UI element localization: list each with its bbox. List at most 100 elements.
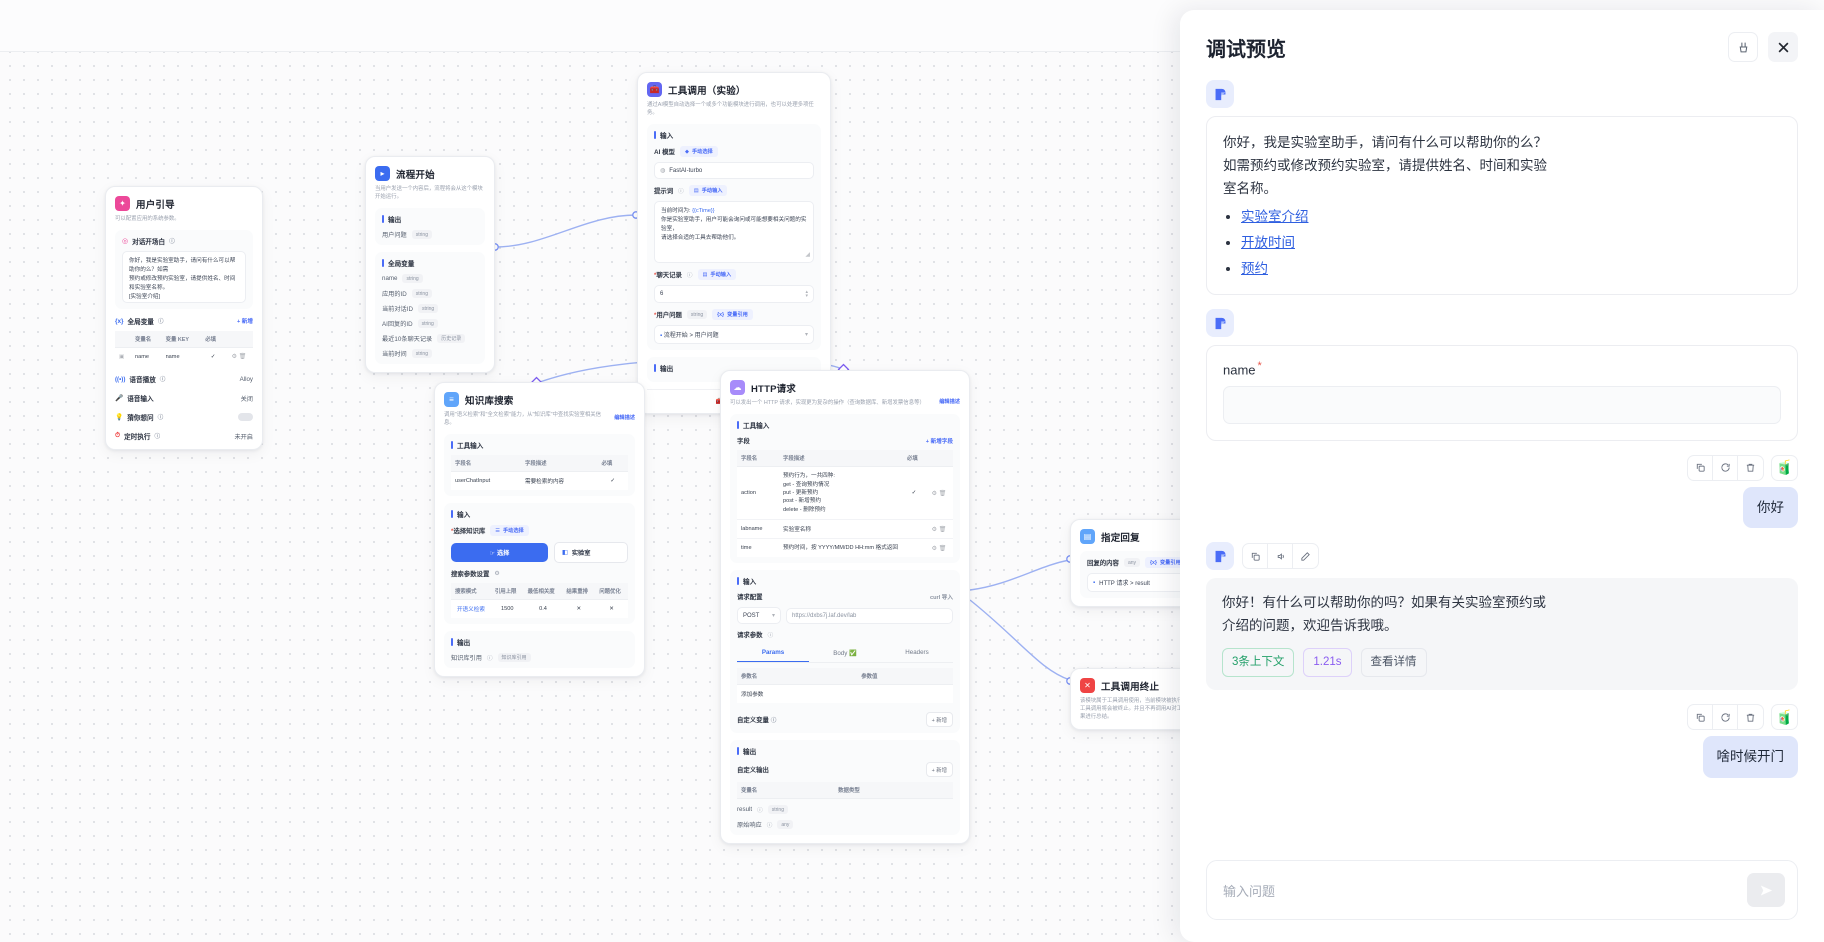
help-icon[interactable]: ⓘ <box>770 718 777 725</box>
refresh-icon[interactable] <box>1713 705 1738 730</box>
node-user-guide[interactable]: ✦ 用户引导 可以配置应用的系统参数。 ◎ 对话开场白 ⓘ 你好，我是实验室助手… <box>105 186 263 451</box>
help-icon[interactable]: ⓘ <box>157 319 164 326</box>
delete-icon[interactable] <box>1738 456 1763 480</box>
custom-var-label: 自定义变量 ⓘ <box>737 717 777 725</box>
help-icon[interactable]: ⓘ <box>159 377 166 384</box>
quick-link[interactable]: 实验室介绍 <box>1241 208 1309 224</box>
row-actions[interactable]: ⚙ 🗑 <box>925 466 953 521</box>
edit-description-button[interactable]: 编辑描述 <box>939 398 960 405</box>
scheduled-row[interactable]: ⏱ 定时执行 ⓘ 未开启 <box>115 432 253 442</box>
refresh-icon[interactable] <box>1713 455 1738 480</box>
reply-value-select[interactable]: ▪ HTTP 请求 > result <box>1087 573 1188 592</box>
table-header-row: 字段名 字段描述 必填 <box>737 450 953 468</box>
guess-row[interactable]: 💡 猜你想问 ⓘ <box>115 412 253 422</box>
settings-icon[interactable]: ⚙ <box>494 571 500 578</box>
tab-headers[interactable]: Headers <box>905 649 929 657</box>
question-select[interactable]: ▪ 流程开始 > 用户问题 ▾ <box>654 325 814 345</box>
voice-row[interactable]: ((•)) 语音播放 ⓘ Alloy <box>115 375 253 385</box>
quick-link[interactable]: 预约 <box>1241 261 1268 277</box>
http-url-input[interactable]: https://dxbs7j.laf.dev/lab <box>786 607 953 624</box>
table-row[interactable]: 添加参数 <box>737 684 953 704</box>
drag-handle-icon[interactable]: ▣ <box>115 347 131 366</box>
tab-params[interactable]: Params <box>737 644 809 663</box>
add-field-button[interactable]: + 新增字段 <box>925 438 953 445</box>
close-panel-button[interactable] <box>1768 32 1798 62</box>
node-tool-call[interactable]: 🧰 工具调用（实验） 通过AI模型自动选择一个或多个功能模块进行调用，也可以处理… <box>637 72 831 415</box>
table-row[interactable]: action 预约行为，一共四种: get - 查询预约情况 put - 更新预… <box>737 466 953 521</box>
prompt-mode-chip[interactable]: ▤ 手动输入 <box>688 185 728 197</box>
history-input[interactable]: 6 ▴ ▾ <box>654 285 814 304</box>
name-field[interactable] <box>1223 385 1781 424</box>
fields-label: 字段 <box>737 438 750 446</box>
node-kb-search[interactable]: ≡ 知识库搜索 调用"语义检索"和"全文检索"能力，从"知识库"中查找实验室相关… <box>434 382 645 678</box>
table-row[interactable]: labname 实验室名称 ⚙ 🗑 <box>737 519 953 540</box>
table-row[interactable]: time 预约时间，按 YYYY/MM/DD HH:mm 格式返回 ⚙ 🗑 <box>737 538 953 558</box>
node-flow-start[interactable]: ▸ 流程开始 当用户发送一个内容后，流程将会从这个模块开始运行。 输出 用户问题… <box>365 156 495 374</box>
node-http-request[interactable]: ☁ HTTP请求 可以发出一个 HTTP 请求，实现更为复杂的操作（查询数据库、… <box>720 370 970 845</box>
speaker-icon[interactable] <box>1268 544 1293 569</box>
help-icon[interactable]: ⓘ <box>486 655 493 662</box>
history-mode-chip[interactable]: ▤ 手动输入 <box>697 269 737 281</box>
reply-mode-chip[interactable]: {x} 变量引用 <box>1145 557 1186 568</box>
add-custom-var-button[interactable]: + 新增 <box>925 712 953 728</box>
list-item: 预约 <box>1241 257 1781 280</box>
add-variable-button[interactable]: + 新增 <box>236 319 253 326</box>
help-icon[interactable]: ⓘ <box>767 632 774 639</box>
copy-icon[interactable] <box>1243 544 1268 569</box>
add-custom-output-button[interactable]: + 新增 <box>925 762 953 778</box>
node-title: 用户引导 <box>136 199 175 211</box>
output-table: 变量名 数据类型 <box>737 782 953 800</box>
table-row[interactable]: ▣ name name ✓ ⚙ 🗑 <box>115 347 253 366</box>
context-badge[interactable]: 3条上下文 <box>1222 647 1295 678</box>
prompt-textarea[interactable]: 当前时间为: {{cTime}} 你是实验室助手，用户可能会询问或可能想要相关问… <box>654 201 814 264</box>
stepper-icon[interactable]: ▴ ▾ <box>805 289 808 300</box>
kb-select-button[interactable]: ☞ 选择 <box>451 543 548 563</box>
copy-icon[interactable] <box>1688 705 1713 730</box>
view-details-button[interactable]: 查看详情 <box>1360 647 1427 678</box>
kb-mode-chip[interactable]: ☰ 手动选择 <box>490 525 529 537</box>
help-icon[interactable]: ⓘ <box>678 188 684 195</box>
global-row: name string <box>382 274 478 284</box>
http-method-select[interactable]: POST ▾ <box>737 607 781 625</box>
panel-header: 调试预览 <box>1180 10 1824 72</box>
row-actions[interactable]: ⚙ 🗑 <box>225 347 253 366</box>
model-mode-chip[interactable]: ◆ 手动选择 <box>679 146 718 158</box>
help-icon[interactable]: ⓘ <box>154 434 161 441</box>
request-params-row: 请求参数 ⓘ <box>737 632 774 640</box>
model-select[interactable]: ◍ FastAI-turbo <box>654 162 814 180</box>
help-icon[interactable]: ⓘ <box>686 272 693 279</box>
curl-import-button[interactable]: curl 导入 <box>929 594 953 601</box>
search-settings-row[interactable]: 搜索参数设置 ⚙ <box>451 571 500 579</box>
speech-value[interactable]: 关闭 <box>240 395 253 403</box>
scheduled-value[interactable]: 未开启 <box>234 433 253 441</box>
node-ref-icon: ▪ <box>1093 579 1096 586</box>
row-actions[interactable]: ⚙ 🗑 <box>925 519 953 540</box>
copy-icon[interactable] <box>1688 455 1713 480</box>
resize-handle[interactable]: ◢ <box>805 251 810 258</box>
voice-value[interactable]: Alloy <box>239 375 253 383</box>
help-icon[interactable]: ⓘ <box>766 822 773 829</box>
speech-row[interactable]: 🎤 语音输入 关闭 <box>115 395 253 404</box>
opening-textarea[interactable]: 你好，我是实验室助手，请问有什么可以帮助你的么？如需 预约或修改预约实验室，请提… <box>122 251 246 304</box>
chat-input[interactable]: 输入问题 <box>1223 883 1276 899</box>
output-label: 输出 <box>382 214 478 224</box>
help-icon[interactable]: ⓘ <box>757 807 763 814</box>
welcome-line-1: 你好，我是实验室助手，请问有什么可以帮助你的么？ <box>1223 135 1547 150</box>
delete-icon[interactable] <box>1738 705 1763 729</box>
edit-icon[interactable] <box>1293 544 1318 568</box>
question-mode-chip[interactable]: {x} 变量引用 <box>712 309 753 321</box>
guess-toggle[interactable] <box>238 413 253 422</box>
latency-badge[interactable]: 1.21s <box>1303 647 1352 678</box>
node-description: 可以发出一个 HTTP 请求，实现更为复杂的操作（查询数据库、新增发票信息等） <box>730 400 925 406</box>
clear-chat-button[interactable] <box>1728 32 1758 62</box>
chat-message-list[interactable]: 你好，我是实验室助手，请问有什么可以帮助你的么？ 如需预约或修改预约实验室，请提… <box>1180 72 1824 850</box>
row-actions[interactable]: ⚙ 🗑 <box>925 538 953 558</box>
composer-box[interactable]: 输入问题 <box>1206 860 1798 920</box>
send-button[interactable] <box>1747 873 1785 907</box>
help-icon[interactable]: ⓘ <box>157 415 164 422</box>
tab-body[interactable]: Body ✅ <box>833 650 857 658</box>
edit-description-button[interactable]: 编辑描述 <box>614 414 635 421</box>
quick-link[interactable]: 开放时间 <box>1241 234 1295 250</box>
help-icon[interactable]: ⓘ <box>169 239 175 246</box>
kb-selected-item[interactable]: ◧ 实验室 <box>554 542 628 564</box>
